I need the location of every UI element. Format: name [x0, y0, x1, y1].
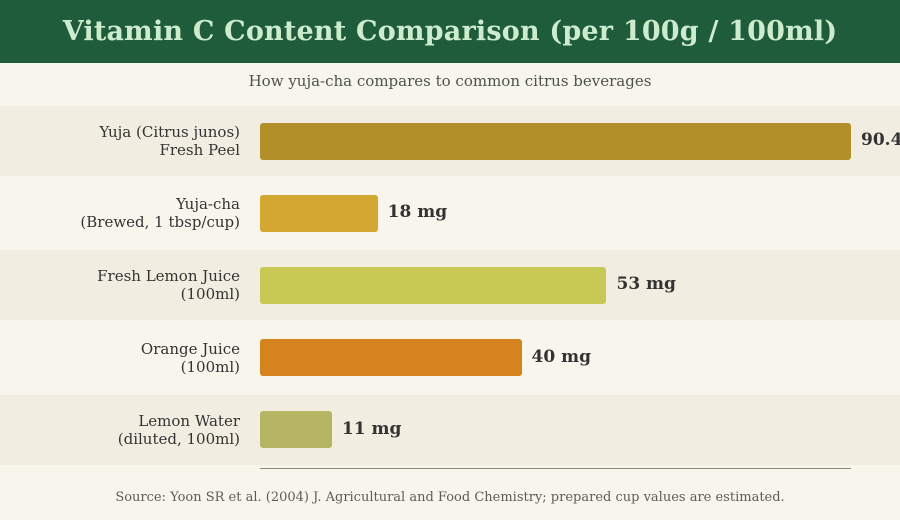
category-label-line: Orange Juice — [140, 339, 240, 358]
category-label-line: (100ml) — [180, 285, 240, 304]
bar — [260, 266, 607, 304]
category-label-line: Lemon Water — [138, 411, 240, 430]
category-label: Yuja-cha (Brewed, 1 tbsp/cup) — [80, 195, 240, 231]
category-label-line: Fresh Peel — [159, 141, 240, 159]
category-label-line: Yuja (Citrus junos) — [99, 123, 240, 141]
category-label-line: (100ml) — [180, 357, 240, 376]
category-label: Fresh Lemon Juice (100ml) — [97, 267, 240, 303]
chart-header: Vitamin C Content Comparison (per 100g /… — [0, 0, 900, 63]
bar — [260, 339, 522, 377]
category-label: Lemon Water (diluted, 100ml) — [118, 412, 240, 448]
chart-row: Orange Juice (100ml) 40 mg — [0, 323, 900, 393]
value-label: 90.4 — [861, 130, 900, 150]
value-label: 18 mg — [387, 202, 448, 223]
value-label: 11 mg — [341, 418, 402, 439]
bar — [260, 122, 851, 160]
chart-row: Yuja (Citrus junos) Fresh Peel 90.4 — [0, 106, 900, 176]
chart-row: Fresh Lemon Juice (100ml) 53 mg — [0, 250, 900, 321]
x-axis-line — [260, 468, 851, 469]
category-label: Orange Juice (100ml) — [141, 340, 240, 376]
chart-title: Vitamin C Content Comparison (per 100g /… — [62, 16, 838, 47]
bar — [260, 194, 378, 232]
value-label: 40 mg — [531, 346, 591, 367]
bar — [260, 411, 332, 449]
category-label-line: (diluted, 100ml) — [117, 429, 240, 448]
source-note: Source: Yoon SR et al. (2004) J. Agricul… — [115, 490, 785, 505]
chart-row: Yuja-cha (Brewed, 1 tbsp/cup) 18 mg — [0, 178, 900, 248]
value-label: 53 mg — [616, 274, 676, 295]
category-label-line: (Brewed, 1 tbsp/cup) — [80, 213, 240, 232]
chart-row: Lemon Water (diluted, 100ml) 11 mg — [0, 394, 900, 465]
chart-subtitle: How yuja-cha compares to common citrus b… — [248, 72, 652, 90]
category-label-line: Fresh Lemon Juice — [97, 267, 240, 286]
category-label-line: Yuja-cha — [176, 195, 240, 214]
category-label: Yuja (Citrus junos) Fresh Peel — [99, 123, 240, 159]
